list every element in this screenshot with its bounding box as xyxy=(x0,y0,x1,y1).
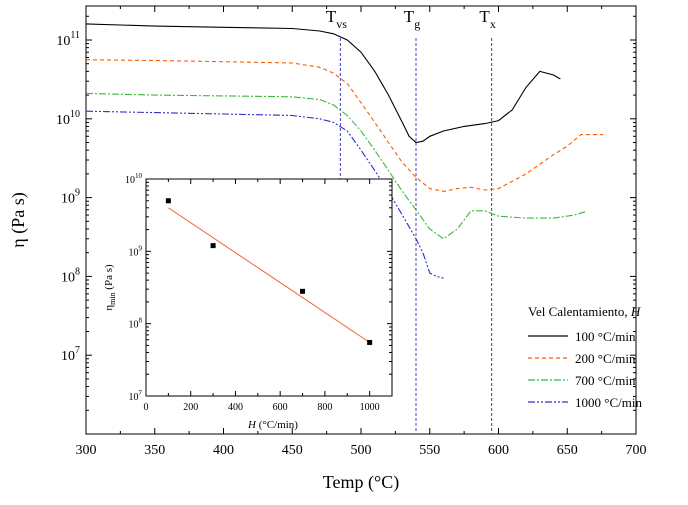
y-tick-base: 10 xyxy=(61,270,75,285)
inset-y-tick-base: 10 xyxy=(129,320,139,331)
y-tick-base: 10 xyxy=(56,113,70,128)
y-tick-exp: 10 xyxy=(70,109,80,120)
y-tick-label: 108 xyxy=(61,266,80,285)
inset-y-tick-label: 109 xyxy=(129,244,143,258)
inset-y-unit: (Pa s) xyxy=(103,264,115,292)
legend-label-2: 700 °C/min xyxy=(575,373,636,388)
y-tick-exp: 11 xyxy=(70,30,80,41)
reference-line-label: Tvs xyxy=(326,7,347,31)
inset-y-tick-exp: 8 xyxy=(139,317,143,325)
inset-x-tick-label: 200 xyxy=(183,402,198,413)
series-line-0 xyxy=(85,23,561,144)
inset-fit-line xyxy=(168,207,370,343)
x-tick-label: 350 xyxy=(144,443,165,458)
y-tick-base: 10 xyxy=(61,192,75,207)
inset-x-tick-label: 800 xyxy=(317,402,332,413)
reference-letter: T xyxy=(404,7,415,26)
reference-letter: T xyxy=(479,7,490,26)
inset-x-tick-label: 0 xyxy=(144,402,149,413)
reference-line-label: Tx xyxy=(479,7,495,31)
series-line-3 xyxy=(85,110,444,279)
inset-y-tick-exp: 10 xyxy=(135,172,143,180)
inset-data-point xyxy=(210,243,216,249)
inset-y-symbol: η xyxy=(103,305,115,311)
inset-y-tick-exp: 9 xyxy=(139,244,143,252)
reference-line-label: Tg xyxy=(404,7,420,31)
inset-y-tick-label: 108 xyxy=(129,317,143,331)
legend-label-0: 100 °C/min xyxy=(575,329,636,344)
inset-x-symbol: H xyxy=(247,419,257,431)
reference-subscript: g xyxy=(414,17,420,31)
y-tick-base: 10 xyxy=(61,349,75,364)
inset-data-point xyxy=(165,198,171,204)
x-tick-label: 600 xyxy=(488,443,509,458)
reference-subscript: x xyxy=(490,17,496,31)
inset-x-unit: (°C/min) xyxy=(256,419,298,431)
legend-label-1: 200 °C/min xyxy=(575,351,636,366)
legend-title: Vel Calentamiento, H xyxy=(528,304,641,319)
inset-y-tick-base: 10 xyxy=(129,392,139,403)
x-tick-label: 450 xyxy=(282,443,303,458)
inset-y-tick-exp: 7 xyxy=(139,389,143,397)
inset-data-point xyxy=(300,288,306,294)
x-tick-label: 400 xyxy=(213,443,234,458)
inset-y-subscript: min xyxy=(108,292,117,304)
x-tick-label: 500 xyxy=(351,443,372,458)
inset-x-tick-label: 600 xyxy=(273,402,288,413)
legend-title-symbol: H xyxy=(630,304,641,319)
inset-y-tick-base: 10 xyxy=(125,175,135,186)
x-axis-title: Temp (°C) xyxy=(323,472,399,493)
inset-x-tick-label: 400 xyxy=(228,402,243,413)
inset-x-axis-title: H (°C/min) xyxy=(247,419,298,431)
x-tick-label: 700 xyxy=(626,443,647,458)
y-tick-label: 1010 xyxy=(56,109,80,128)
inset-frame xyxy=(145,178,393,397)
main-plot: 300 350 400 450 500 550 600 650 7001071081091010… xyxy=(8,5,647,493)
inset-y-tick-label: 1010 xyxy=(125,172,143,186)
legend-title-text: Vel Calentamiento, xyxy=(528,304,631,319)
y-tick-exp: 7 xyxy=(75,345,80,356)
legend-label-3: 1000 °C/min xyxy=(575,395,642,410)
inset-data-point xyxy=(367,339,373,345)
y-tick-label: 109 xyxy=(61,188,80,207)
reference-letter: T xyxy=(326,7,337,26)
y-tick-exp: 8 xyxy=(75,266,80,277)
inset-y-tick-base: 10 xyxy=(129,247,139,258)
y-tick-base: 10 xyxy=(56,34,70,49)
reference-subscript: vs xyxy=(336,17,347,31)
x-tick-label: 650 xyxy=(557,443,578,458)
x-tick-label: 300 xyxy=(76,443,97,458)
inset-y-axis-title: ηmin (Pa s) xyxy=(103,264,117,311)
inset-y-tick-label: 107 xyxy=(129,389,143,403)
y-axis-title: η (Pa s) xyxy=(8,192,29,247)
inset-x-tick-label: 1000 xyxy=(360,402,380,413)
y-tick-label: 107 xyxy=(61,345,80,364)
y-tick-exp: 9 xyxy=(75,188,80,199)
x-tick-label: 550 xyxy=(419,443,440,458)
y-tick-label: 1011 xyxy=(56,30,80,49)
